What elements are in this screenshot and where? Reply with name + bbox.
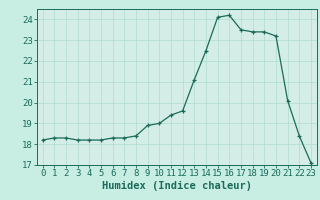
X-axis label: Humidex (Indice chaleur): Humidex (Indice chaleur) xyxy=(102,181,252,191)
